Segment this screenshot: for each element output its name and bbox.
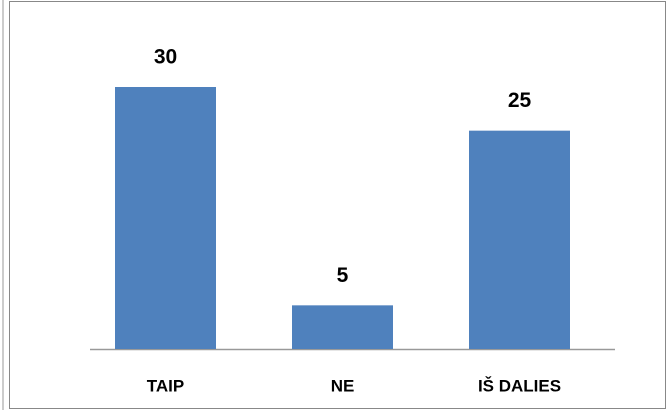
x-tick-label: IŠ DALIES: [478, 376, 561, 395]
data-label: 25: [508, 89, 532, 112]
x-tick-label: NE: [331, 376, 355, 395]
bar: [292, 305, 393, 349]
bar: [115, 87, 216, 349]
data-label: 30: [154, 46, 177, 69]
x-tick-label: TAIP: [147, 376, 184, 395]
data-label: 5: [337, 264, 349, 287]
bar: [469, 130, 570, 349]
